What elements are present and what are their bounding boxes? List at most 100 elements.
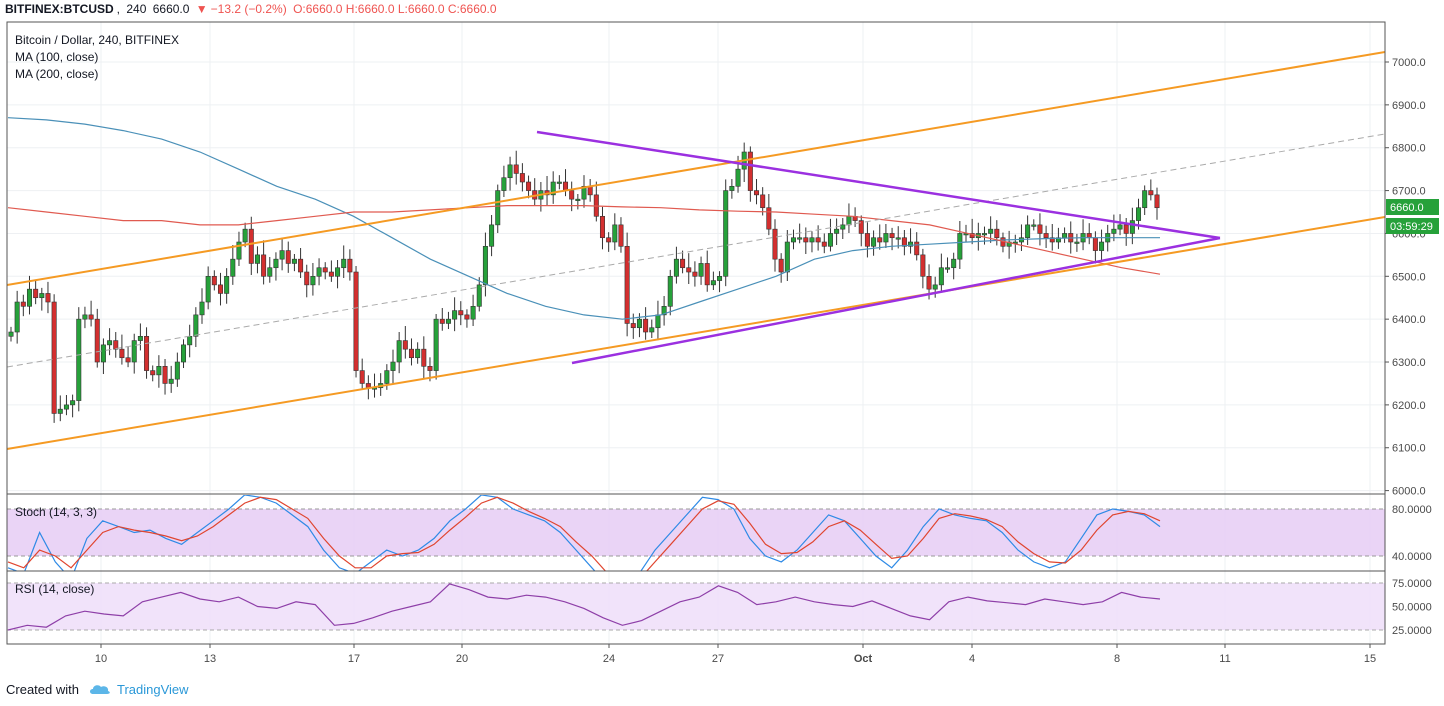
legend-ma200[interactable]: MA (200, close): [15, 67, 98, 81]
rsi-band: [7, 583, 1385, 630]
x-tick-label: 17: [348, 653, 360, 665]
candle-body: [809, 237, 815, 243]
candle-body: [778, 258, 784, 273]
candle-body: [174, 361, 180, 380]
candle-body: [20, 301, 26, 307]
candle-body: [70, 400, 76, 406]
y-tick-label: 6900.0: [1392, 100, 1426, 112]
y-tick-label: 6000.0: [1392, 486, 1426, 498]
rsi-tick-label: 50.0000: [1392, 602, 1432, 614]
candle-body: [279, 250, 285, 260]
candle-body: [236, 241, 242, 260]
channel-upper-line[interactable]: [7, 51, 1385, 286]
candle-body: [556, 181, 562, 184]
candle-body: [445, 318, 451, 324]
rsi-label[interactable]: RSI (14, close): [15, 582, 94, 596]
candle-body: [858, 220, 864, 234]
interval[interactable]: 240: [126, 2, 147, 16]
candle-body: [495, 190, 501, 226]
triangle-lower-line[interactable]: [571, 236, 1221, 365]
candle-body: [926, 275, 932, 290]
candle-body: [254, 254, 260, 264]
y-tick-label: 6500.0: [1392, 271, 1426, 283]
tradingview-link[interactable]: TradingView: [116, 681, 189, 697]
candle-body: [618, 224, 624, 247]
candle-body: [803, 237, 809, 243]
footer: Created with TradingView: [0, 680, 189, 698]
candle-body: [267, 267, 273, 277]
candle-body: [957, 233, 963, 260]
candle-body: [88, 314, 94, 320]
candle-body: [969, 233, 975, 239]
candle-body: [8, 331, 14, 337]
candle-body: [636, 318, 642, 329]
stoch-k-line: [7, 495, 1161, 571]
candle-body: [144, 336, 150, 371]
candle-body: [439, 318, 445, 324]
candle-body: [1043, 233, 1049, 239]
candle-body: [692, 271, 698, 277]
symbol-name[interactable]: BITFINEX:BTCUSD: [5, 2, 114, 16]
candle-body: [187, 336, 193, 346]
time-axis[interactable]: 10 13 17 20 24 27 Oct 4 8 11 15: [95, 644, 1376, 665]
legend-ma100[interactable]: MA (100, close): [15, 50, 98, 64]
channel-lower-line[interactable]: [7, 216, 1385, 450]
candle-body: [452, 310, 458, 320]
x-tick-label: 8: [1114, 653, 1120, 665]
candle-body: [760, 194, 766, 209]
candle-body: [384, 370, 390, 384]
rsi-tick-label: 25.0000: [1392, 625, 1432, 637]
candle-body: [649, 327, 655, 333]
candle-body: [735, 168, 741, 187]
candle-body: [526, 181, 532, 191]
candle-body: [1111, 228, 1117, 234]
y-tick-label: 6400.0: [1392, 314, 1426, 326]
candle-body: [1129, 220, 1135, 234]
last-price: 6660.0: [152, 2, 190, 16]
candle-body: [230, 258, 236, 277]
candle-body: [150, 370, 156, 376]
stoch-layer: [7, 495, 1161, 571]
candle-body: [723, 190, 729, 277]
candle-body: [1154, 194, 1160, 209]
candle-body: [630, 323, 636, 329]
channel-mid-line[interactable]: [7, 133, 1385, 368]
candle-body: [347, 258, 353, 273]
candle-body: [624, 245, 630, 324]
candle-body: [606, 237, 612, 243]
candle-body: [224, 275, 230, 294]
candle-body: [193, 314, 199, 337]
candle-body: [612, 224, 618, 243]
candle-body: [45, 293, 51, 303]
candle-body: [945, 267, 951, 270]
candle-body: [1025, 224, 1031, 239]
candle-body: [981, 233, 987, 236]
candle-body: [704, 263, 710, 286]
candle-body: [1037, 224, 1043, 234]
candle-body: [482, 245, 488, 286]
candle-body: [433, 318, 439, 371]
price-axis[interactable]: 7000.06900.06800.06700.06600.06500.06400…: [1385, 57, 1432, 637]
candles-layer: [8, 142, 1160, 423]
stoch-label[interactable]: Stoch (14, 3, 3): [15, 505, 97, 519]
candle-body: [501, 177, 507, 191]
candle-body: [427, 366, 433, 371]
candle-body: [840, 224, 846, 230]
candle-body: [1031, 224, 1037, 227]
last-price-tag-text: 6660.0: [1390, 202, 1424, 214]
candle-body: [285, 250, 291, 264]
y-tick-label: 6100.0: [1392, 443, 1426, 455]
candle-body: [1086, 233, 1092, 239]
candle-body: [489, 224, 495, 247]
x-tick-label: 20: [456, 653, 468, 665]
chart-canvas[interactable]: 7000.06900.06800.06700.06600.06500.06400…: [0, 18, 1444, 678]
candle-body: [920, 254, 926, 277]
candle-body: [57, 408, 63, 414]
candle-body: [76, 318, 82, 401]
candle-body: [298, 258, 304, 273]
rsi-line: [7, 583, 1161, 631]
legend-title: Bitcoin / Dollar, 240, BITFINEX: [15, 33, 179, 47]
triangle-upper-line[interactable]: [536, 130, 1221, 240]
candle-body: [599, 215, 605, 239]
candle-body: [575, 198, 581, 201]
